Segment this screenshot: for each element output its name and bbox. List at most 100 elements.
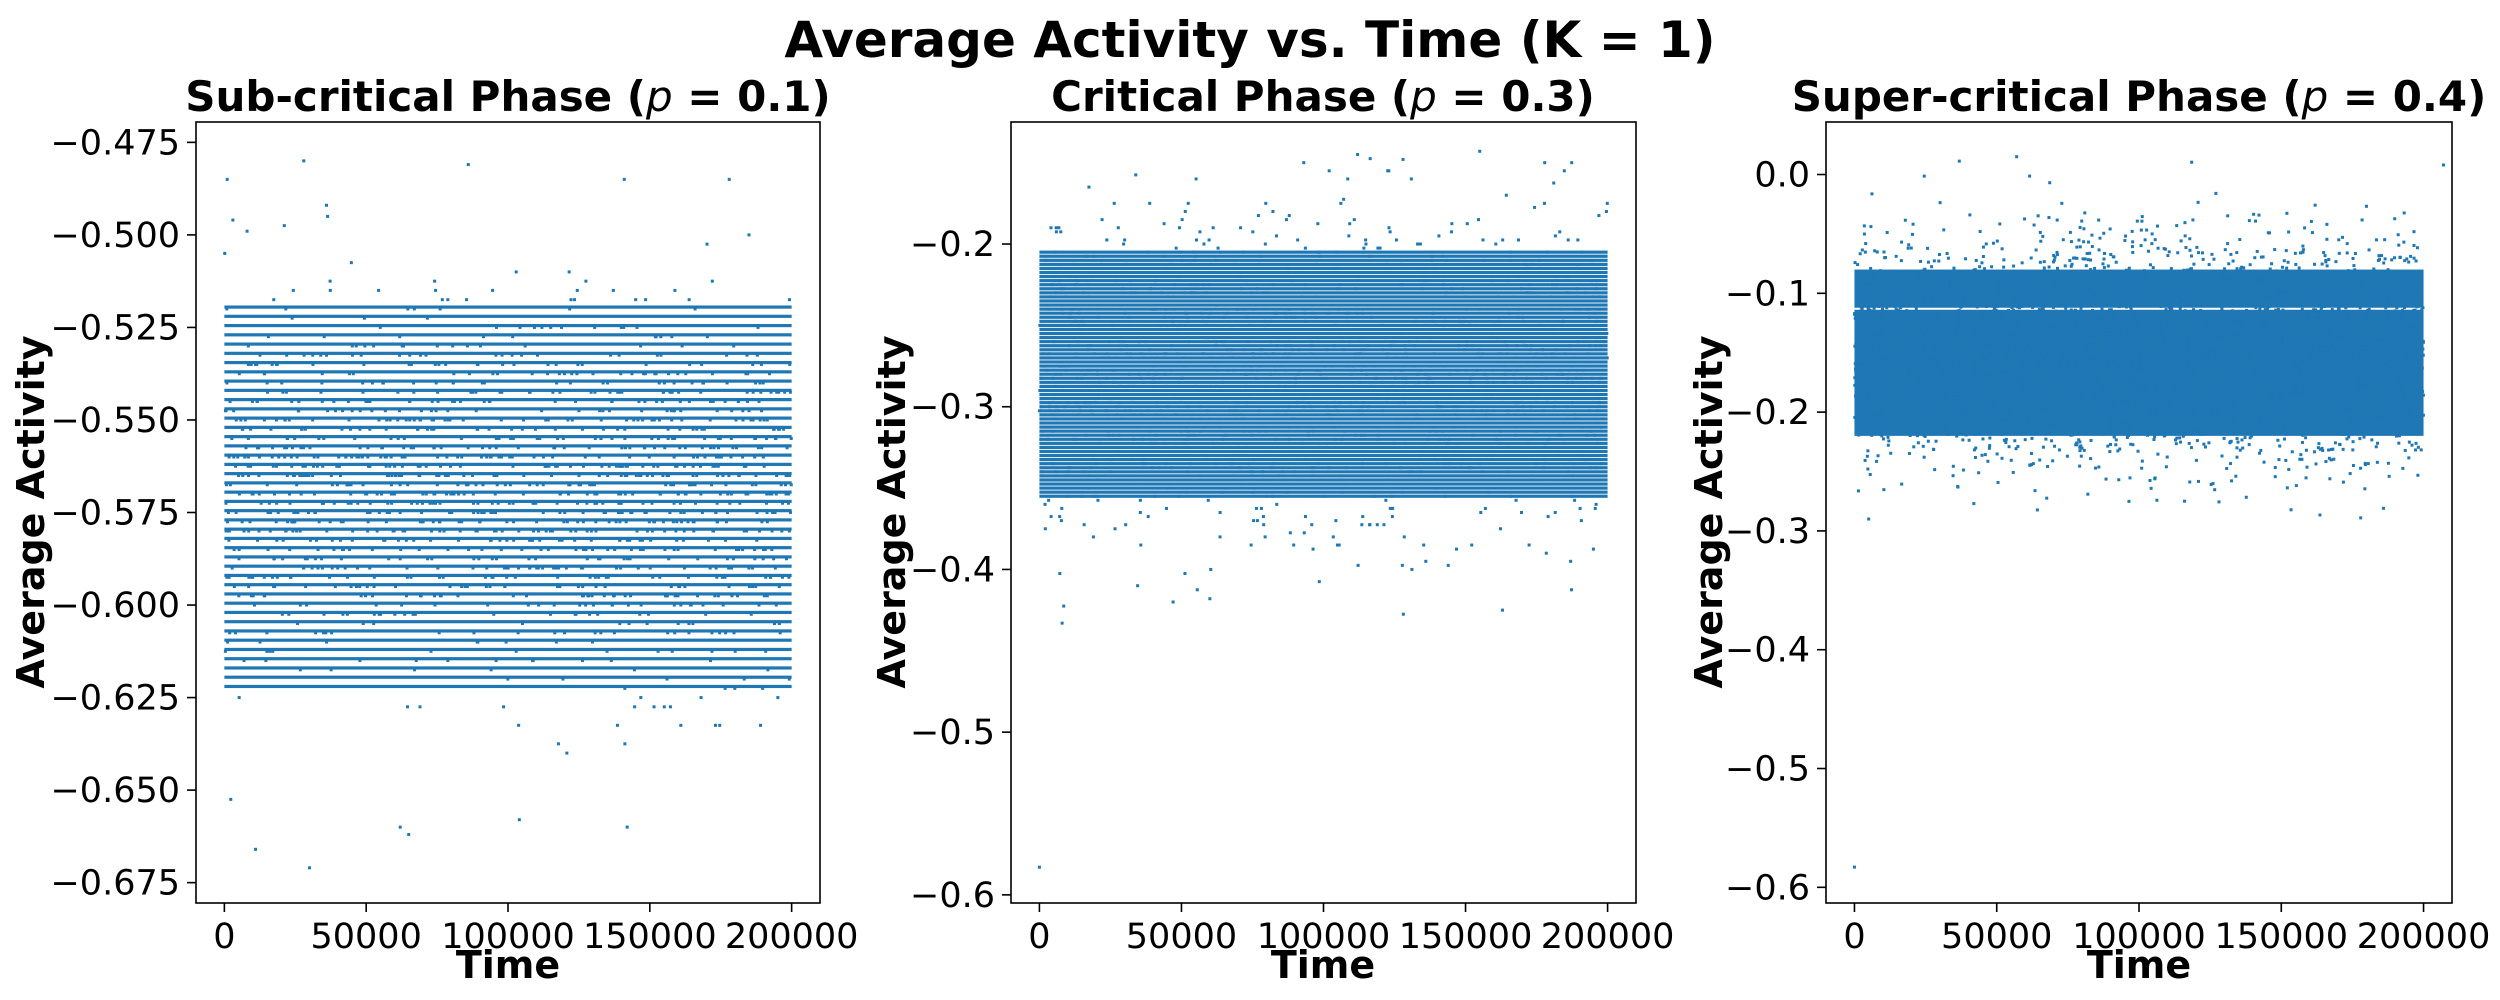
data-point bbox=[1053, 250, 1057, 254]
data-point bbox=[1075, 360, 1079, 364]
data-point bbox=[469, 390, 473, 394]
data-point bbox=[2380, 364, 2384, 368]
data-point bbox=[1923, 330, 1927, 334]
data-point bbox=[2127, 344, 2131, 348]
data-point bbox=[1256, 214, 1260, 218]
activity-level-streak bbox=[224, 666, 792, 670]
data-point bbox=[1542, 454, 1546, 458]
data-point bbox=[270, 455, 274, 459]
x-tick-label: 150000 bbox=[1399, 917, 1533, 957]
data-point bbox=[1937, 313, 1941, 317]
data-point bbox=[2335, 363, 2339, 367]
data-point bbox=[1955, 434, 1959, 438]
data-point bbox=[1993, 374, 1997, 378]
data-point bbox=[2209, 482, 2213, 486]
data-point bbox=[412, 307, 416, 311]
data-point bbox=[1039, 478, 1043, 482]
data-point bbox=[339, 520, 343, 524]
data-point bbox=[593, 575, 597, 579]
data-point bbox=[2176, 251, 2180, 255]
data-point bbox=[1922, 298, 1926, 302]
data-point bbox=[1054, 230, 1058, 234]
data-point bbox=[1882, 329, 1886, 333]
data-point bbox=[512, 538, 516, 542]
data-point bbox=[2403, 449, 2407, 453]
data-point bbox=[769, 575, 773, 579]
data-point bbox=[2418, 283, 2422, 287]
data-point bbox=[1875, 416, 1879, 420]
data-point bbox=[1038, 388, 1042, 392]
data-point bbox=[761, 557, 765, 561]
data-point bbox=[305, 473, 309, 477]
data-point bbox=[1977, 421, 1981, 425]
y-tick-label: −0.2 bbox=[910, 225, 995, 265]
data-point bbox=[2360, 361, 2364, 365]
data-point bbox=[2337, 366, 2341, 370]
data-point bbox=[1906, 246, 1910, 250]
data-point bbox=[2392, 388, 2396, 392]
data-point bbox=[1382, 523, 1386, 527]
data-point bbox=[1475, 327, 1479, 331]
data-point bbox=[446, 409, 450, 413]
activity-level-streak bbox=[224, 518, 792, 522]
data-point bbox=[2097, 340, 2101, 344]
data-point bbox=[1222, 340, 1226, 344]
data-point bbox=[1389, 368, 1393, 372]
data-point bbox=[657, 418, 661, 422]
data-point bbox=[303, 557, 307, 561]
data-point bbox=[1485, 360, 1489, 364]
data-point bbox=[2101, 316, 2105, 320]
data-point bbox=[1283, 311, 1287, 315]
data-point bbox=[2373, 300, 2377, 304]
data-point bbox=[1285, 315, 1289, 319]
data-point bbox=[1543, 327, 1547, 331]
data-point bbox=[1988, 320, 1992, 324]
data-point bbox=[2067, 424, 2071, 428]
data-point bbox=[2045, 386, 2049, 390]
data-point bbox=[2237, 286, 2241, 290]
data-point bbox=[1881, 325, 1885, 329]
data-point bbox=[2342, 371, 2346, 375]
data-point bbox=[690, 381, 694, 385]
data-point bbox=[2042, 260, 2046, 264]
data-point bbox=[2342, 337, 2346, 341]
data-point bbox=[558, 492, 562, 496]
data-point bbox=[307, 511, 311, 514]
data-point bbox=[653, 372, 657, 376]
data-point bbox=[1882, 488, 1886, 492]
data-point bbox=[1080, 494, 1084, 498]
data-point bbox=[1564, 291, 1568, 295]
data-point bbox=[2330, 353, 2334, 357]
data-point bbox=[1316, 462, 1320, 466]
data-point bbox=[1288, 531, 1292, 535]
data-point bbox=[1275, 413, 1279, 417]
data-point bbox=[649, 538, 653, 542]
data-point bbox=[358, 446, 362, 450]
data-point bbox=[502, 705, 506, 709]
data-point bbox=[1968, 405, 1972, 409]
data-point bbox=[2069, 376, 2073, 380]
data-point bbox=[1936, 331, 1940, 335]
data-point bbox=[430, 427, 434, 431]
data-point bbox=[2209, 321, 2213, 325]
data-point bbox=[1093, 401, 1097, 405]
data-point bbox=[2126, 422, 2130, 426]
data-point bbox=[1089, 409, 1093, 413]
data-point bbox=[275, 362, 279, 366]
data-point bbox=[628, 557, 632, 561]
data-point bbox=[1566, 417, 1570, 421]
data-point bbox=[339, 557, 343, 561]
data-point bbox=[713, 464, 717, 468]
data-point bbox=[234, 418, 238, 422]
data-point bbox=[1947, 282, 1951, 286]
data-point bbox=[337, 455, 341, 459]
data-point bbox=[390, 473, 394, 477]
data-point bbox=[699, 390, 703, 394]
data-point bbox=[770, 492, 774, 496]
data-point bbox=[1589, 466, 1593, 470]
data-point bbox=[246, 436, 250, 440]
data-point bbox=[1084, 254, 1088, 258]
data-point bbox=[503, 585, 507, 589]
data-point bbox=[682, 529, 686, 533]
scatter-points bbox=[1037, 149, 1609, 869]
